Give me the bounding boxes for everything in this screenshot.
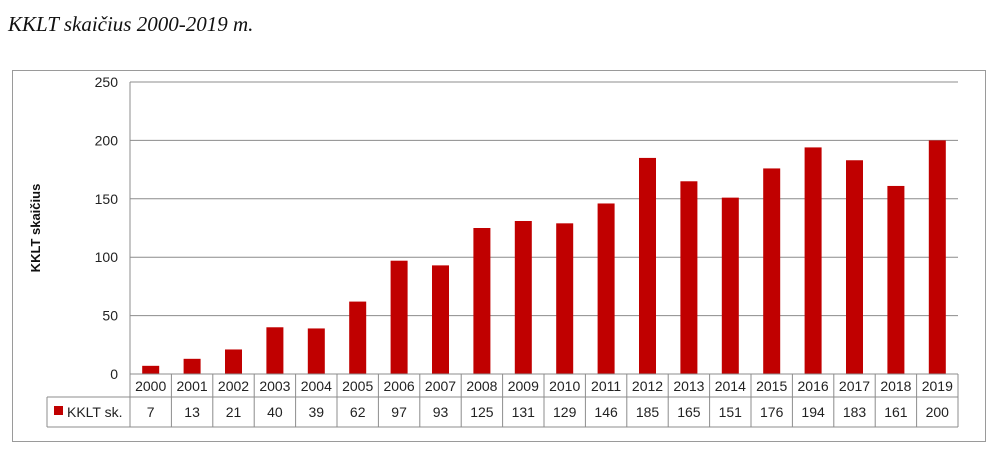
x-tick-label: 2016 bbox=[798, 378, 829, 394]
x-tick-label: 2002 bbox=[218, 378, 249, 394]
x-tick-label: 2005 bbox=[342, 378, 373, 394]
y-tick-label: 50 bbox=[102, 308, 118, 324]
data-table-value: 200 bbox=[926, 404, 950, 420]
y-tick-label: 0 bbox=[110, 366, 118, 382]
x-tick-label: 2000 bbox=[135, 378, 166, 394]
bar-2001 bbox=[183, 358, 201, 374]
legend-label: KKLT sk. bbox=[67, 404, 123, 420]
x-tick-label: 2007 bbox=[425, 378, 456, 394]
data-table-value: 176 bbox=[760, 404, 784, 420]
chart-frame bbox=[12, 70, 986, 442]
data-table-value: 93 bbox=[433, 404, 449, 420]
x-tick-label: 2013 bbox=[673, 378, 704, 394]
bar-2019 bbox=[928, 140, 946, 374]
bar-2015 bbox=[763, 168, 781, 374]
bar-2006 bbox=[390, 260, 408, 374]
y-axis-label: KKLT skaičius bbox=[28, 184, 43, 273]
bar-2000 bbox=[142, 365, 160, 374]
data-table-value: 40 bbox=[267, 404, 283, 420]
data-table-value: 146 bbox=[594, 404, 618, 420]
data-table-value: 151 bbox=[719, 404, 743, 420]
data-table-value: 97 bbox=[391, 404, 407, 420]
x-tick-label: 2010 bbox=[549, 378, 580, 394]
y-tick-label: 250 bbox=[95, 74, 119, 90]
bar-2003 bbox=[266, 327, 284, 374]
data-table-value: 183 bbox=[843, 404, 867, 420]
bar-2018 bbox=[887, 185, 905, 374]
data-table-value: 129 bbox=[553, 404, 577, 420]
bar-2010 bbox=[556, 223, 574, 374]
bar-2013 bbox=[680, 181, 698, 374]
bar-2002 bbox=[225, 349, 242, 374]
x-tick-label: 2019 bbox=[922, 378, 953, 394]
x-tick-label: 2018 bbox=[880, 378, 911, 394]
x-tick-label: 2014 bbox=[715, 378, 746, 394]
bar-2016 bbox=[804, 147, 822, 374]
x-tick-label: 2006 bbox=[384, 378, 415, 394]
x-tick-label: 2004 bbox=[301, 378, 332, 394]
bar-2009 bbox=[514, 220, 532, 374]
data-table-value: 185 bbox=[636, 404, 660, 420]
x-tick-label: 2008 bbox=[466, 378, 497, 394]
y-tick-label: 150 bbox=[95, 191, 119, 207]
bar-2005 bbox=[349, 301, 367, 374]
data-table-value: 62 bbox=[350, 404, 366, 420]
bar-2012 bbox=[639, 157, 656, 374]
x-tick-label: 2011 bbox=[591, 378, 621, 394]
data-table-value: 21 bbox=[226, 404, 242, 420]
x-tick-label: 2017 bbox=[839, 378, 870, 394]
x-tick-label: 2015 bbox=[756, 378, 787, 394]
bar-2008 bbox=[473, 228, 491, 374]
data-table-value: 194 bbox=[801, 404, 825, 420]
data-table-value: 13 bbox=[184, 404, 200, 420]
x-tick-label: 2009 bbox=[508, 378, 539, 394]
y-tick-label: 200 bbox=[95, 132, 119, 148]
data-table-value: 7 bbox=[147, 404, 155, 420]
data-table-value: 39 bbox=[309, 404, 325, 420]
legend-swatch bbox=[54, 406, 63, 415]
bar-2011 bbox=[597, 203, 615, 374]
figure-caption: KKLT skaičius 2000-2019 m. bbox=[8, 12, 254, 36]
x-tick-label: 2012 bbox=[632, 378, 663, 394]
data-table-value: 131 bbox=[512, 404, 536, 420]
data-table-value: 165 bbox=[677, 404, 701, 420]
x-tick-label: 2003 bbox=[259, 378, 290, 394]
bar-2004 bbox=[307, 328, 325, 374]
bar-2007 bbox=[432, 265, 449, 374]
bar-2017 bbox=[846, 160, 863, 374]
data-table-value: 161 bbox=[884, 404, 908, 420]
y-tick-label: 100 bbox=[95, 249, 119, 265]
x-tick-label: 2001 bbox=[177, 378, 208, 394]
bar-2014 bbox=[721, 197, 739, 374]
data-table-value: 125 bbox=[470, 404, 494, 420]
